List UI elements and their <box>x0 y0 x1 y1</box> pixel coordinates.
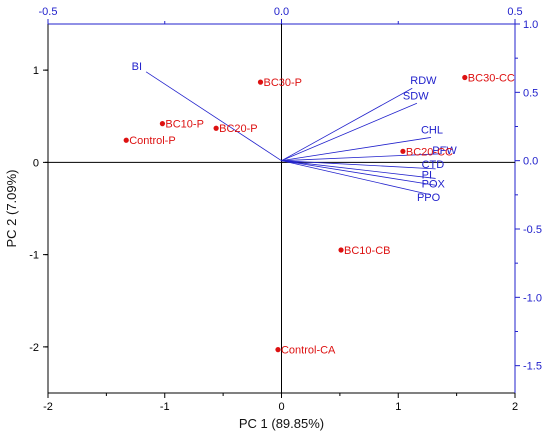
loading-vector-ppo <box>281 160 432 196</box>
loading-label-rdw: RDW <box>410 75 437 87</box>
y-tick-label: -1 <box>29 250 39 262</box>
loading-vector-pfw <box>281 153 441 162</box>
right-tick-label: -0.5 <box>523 224 542 236</box>
score-label-control-p: Control-P <box>129 135 175 147</box>
right-tick-label: -1.5 <box>523 361 542 373</box>
loading-vector-sdw <box>281 102 418 162</box>
loading-label-sdw: SDW <box>403 90 429 102</box>
loading-label-pfw: PFW <box>432 145 457 157</box>
score-label-bc30-cc: BC30-CC <box>468 73 515 85</box>
loading-vector-ctd <box>281 160 436 170</box>
top-tick-label: 0.0 <box>274 6 289 18</box>
loading-label-pi: PI <box>422 169 432 181</box>
score-point-bc20-cc <box>400 148 406 154</box>
right-tick-label: 1.0 <box>523 19 538 31</box>
loading-label-ppo: PPO <box>417 192 441 204</box>
y-tick-label: -2 <box>29 342 39 354</box>
right-tick-label: 0.0 <box>523 156 538 168</box>
right-tick-label: 0.5 <box>523 87 538 99</box>
loading-label-pox: POX <box>422 178 446 190</box>
loading-vector-rdw <box>281 87 413 162</box>
loading-label-chl: CHL <box>421 124 443 136</box>
axes: -2 -1 0 1 2-2-101-0.5 0.0 0.51.00.50.0-0.5-1.0… <box>29 6 542 413</box>
loading-vector-pox <box>281 160 436 186</box>
zero-lines <box>48 24 515 393</box>
score-label-bc20-cc: BC20-CC <box>406 146 453 158</box>
right-tick-label: -1.0 <box>523 292 542 304</box>
score-label-control-ca: Control-CA <box>281 345 336 357</box>
y-tick-label: 1 <box>33 65 39 77</box>
score-point-bc20-p <box>213 125 219 131</box>
y-tick-label: 0 <box>33 157 39 169</box>
score-point-control-p <box>123 137 129 143</box>
y-axis-title: PC 2 (7.09%) <box>4 169 19 247</box>
x-axis-title: PC 1 (89.85%) <box>239 416 324 431</box>
score-points: BC30-P BC10-P BC20-P Control-P BC30-CC BC20-C… <box>123 73 515 357</box>
score-label-bc20-p: BC20-P <box>219 123 258 135</box>
x-tick-label: 1 <box>395 401 401 413</box>
score-label-bc10-cb: BC10-CB <box>344 245 390 257</box>
score-label-bc30-p: BC30-P <box>263 77 302 89</box>
loading-vector-chl <box>281 137 432 162</box>
loading-label-bi: BI <box>132 61 142 73</box>
loading-vector-pi <box>281 160 436 179</box>
score-point-bc10-cb <box>338 247 344 253</box>
x-tick-label: 2 <box>512 401 518 413</box>
score-point-bc10-p <box>159 121 166 127</box>
score-point-control-ca <box>275 347 281 353</box>
x-tick-label: 0 <box>278 401 284 413</box>
loading-label-ctd: CTD <box>422 159 445 171</box>
loading-vector-bi <box>145 71 282 162</box>
top-tick-label: -0.5 <box>39 6 58 18</box>
x-tick-label: -1 <box>160 401 170 413</box>
score-point-bc30-cc <box>462 74 468 81</box>
top-tick-label: 0.5 <box>507 6 522 18</box>
x-tick-label: -2 <box>43 401 53 413</box>
score-point-bc30-p <box>257 79 264 85</box>
score-label-bc10-p: BC10-P <box>165 119 204 131</box>
